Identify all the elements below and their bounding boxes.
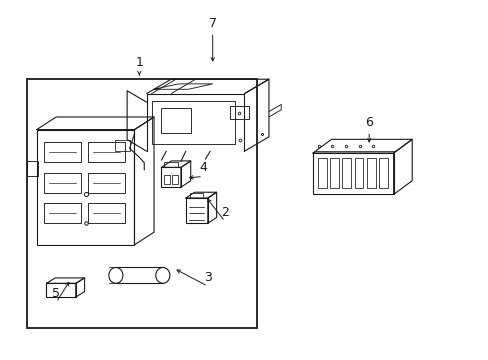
Bar [312,153,393,194]
Bar [115,140,129,151]
Bar [27,161,38,176]
Text: 2: 2 [221,206,228,219]
Text: 1: 1 [135,57,143,69]
Bar [189,193,203,198]
Bar [37,130,134,245]
Text: 3: 3 [203,271,211,284]
Bar [163,162,178,167]
Bar [46,283,76,297]
Bar [229,106,249,119]
Bar [378,158,387,188]
Bar [329,158,338,188]
Text: 5: 5 [52,287,60,300]
Bar [161,108,190,133]
Bar [88,173,124,193]
Bar [172,175,178,184]
Bar [366,158,375,188]
Bar [354,158,363,188]
Bar [164,175,170,184]
Bar [185,198,207,223]
Bar [151,101,234,144]
Text: 6: 6 [365,116,372,129]
Bar [27,79,256,328]
Bar [88,142,124,162]
Bar [161,167,181,187]
Text: 4: 4 [199,161,206,174]
Text: 7: 7 [208,17,216,30]
Bar [88,203,124,223]
Bar [342,158,350,188]
Bar [44,142,81,162]
Bar [44,173,81,193]
Bar [317,158,326,188]
Bar [44,203,81,223]
